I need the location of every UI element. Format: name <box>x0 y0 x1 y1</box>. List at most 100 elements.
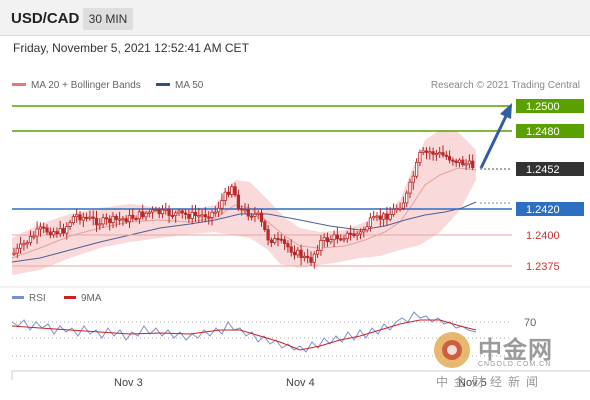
candle-body <box>91 216 95 219</box>
header-bar: USD/CAD 30 MIN <box>0 0 590 36</box>
candle-body <box>94 217 99 226</box>
candle-body <box>312 253 316 263</box>
candlesticks <box>12 145 475 269</box>
candle-body <box>180 210 184 214</box>
candle-body <box>431 151 435 155</box>
timeframe-button[interactable]: 30 MIN <box>83 8 133 30</box>
candle-body <box>306 255 310 259</box>
candle-body <box>365 226 369 231</box>
candle-body <box>405 192 409 204</box>
candle-body <box>68 222 72 227</box>
candle-body <box>220 200 224 209</box>
candle-body <box>85 216 89 219</box>
candle-body <box>319 240 323 251</box>
candle-body <box>372 216 376 219</box>
candle-body <box>223 191 227 201</box>
candle-body <box>177 210 181 214</box>
candle-body <box>144 212 148 218</box>
candle-body <box>12 252 16 255</box>
legend-swatch-icon <box>12 295 24 299</box>
candle-body <box>137 211 141 220</box>
candle-body <box>385 213 389 220</box>
candle-body <box>141 211 145 218</box>
candle-body <box>127 214 132 223</box>
candle-body <box>58 228 62 235</box>
candle-body <box>461 159 465 166</box>
candle-body <box>381 213 386 220</box>
candle-body <box>15 247 19 254</box>
candle-body <box>121 218 125 221</box>
candle-body <box>279 238 283 241</box>
candle-body <box>98 223 102 226</box>
candle-body <box>124 218 128 223</box>
candle-body <box>174 212 178 216</box>
candle-body <box>18 243 23 249</box>
candle-body <box>329 239 333 243</box>
candle-body <box>226 191 231 195</box>
candle-body <box>35 228 39 237</box>
candle-body <box>101 217 105 225</box>
candle-body <box>451 159 455 162</box>
candle-body <box>210 211 214 218</box>
candle-body <box>38 226 43 230</box>
candle-body <box>388 213 392 220</box>
candle-body <box>75 214 79 218</box>
candle-body <box>273 238 277 244</box>
rsi-line <box>11 311 477 353</box>
candle-body <box>292 251 297 256</box>
candle-body <box>108 218 112 224</box>
candle-body <box>216 207 221 213</box>
forecast-arrow-icon <box>479 103 512 169</box>
candle-body <box>150 209 155 213</box>
level-label-1-2480: 1.2480 <box>526 126 560 138</box>
candle-body <box>147 211 151 214</box>
legend-label: MA 20 + Bollinger Bands <box>31 80 141 91</box>
candle-body <box>286 243 290 248</box>
legend-item-ma50: MA 50 <box>156 80 203 91</box>
candle-body <box>249 215 254 218</box>
candle-body <box>276 238 280 241</box>
candle-body <box>362 229 366 233</box>
ma50-line <box>11 201 477 263</box>
candle-body <box>428 151 432 154</box>
legend-label: RSI <box>29 293 46 304</box>
level-label-1-2420: 1.2420 <box>526 204 560 216</box>
candle-body <box>170 215 174 218</box>
candle-body <box>88 216 92 219</box>
candle-body <box>352 233 356 236</box>
candle-body <box>322 237 326 241</box>
candle-body <box>471 160 475 168</box>
candle-body <box>447 156 452 161</box>
legend-swatch-icon <box>64 295 76 299</box>
watermark-logo-icon <box>434 332 470 368</box>
legend-swatch-icon <box>12 82 26 86</box>
candle-body <box>236 194 240 210</box>
candle-body <box>81 216 85 221</box>
candle-body <box>358 231 363 235</box>
candle-body <box>118 218 122 221</box>
candle-body <box>131 214 135 219</box>
candle-body <box>408 181 412 194</box>
candle-body <box>332 234 336 241</box>
candle-body <box>395 208 399 211</box>
candle-body <box>190 211 194 219</box>
candle-body <box>71 216 75 224</box>
candle-body <box>134 218 138 221</box>
rsi-level-label: 70 <box>524 317 536 329</box>
candle-body <box>154 209 158 212</box>
date-line: Friday, November 5, 2021 12:52:41 AM CET <box>13 41 249 55</box>
candle-body <box>187 213 191 219</box>
level-box-1-2500 <box>516 99 584 113</box>
candle-body <box>25 242 29 245</box>
candle-body <box>167 208 171 216</box>
candle-body <box>345 232 349 240</box>
level-box-1-2452 <box>516 162 584 176</box>
candle-body <box>111 215 115 224</box>
candle-body <box>339 238 343 241</box>
candle-body <box>296 249 300 256</box>
candle-body <box>391 208 396 215</box>
candle-body <box>289 246 293 253</box>
candle-body <box>355 233 359 236</box>
level-label-1-2400: 1.2400 <box>526 230 560 242</box>
watermark-subtitle: 中金财经新闻 <box>436 375 545 389</box>
